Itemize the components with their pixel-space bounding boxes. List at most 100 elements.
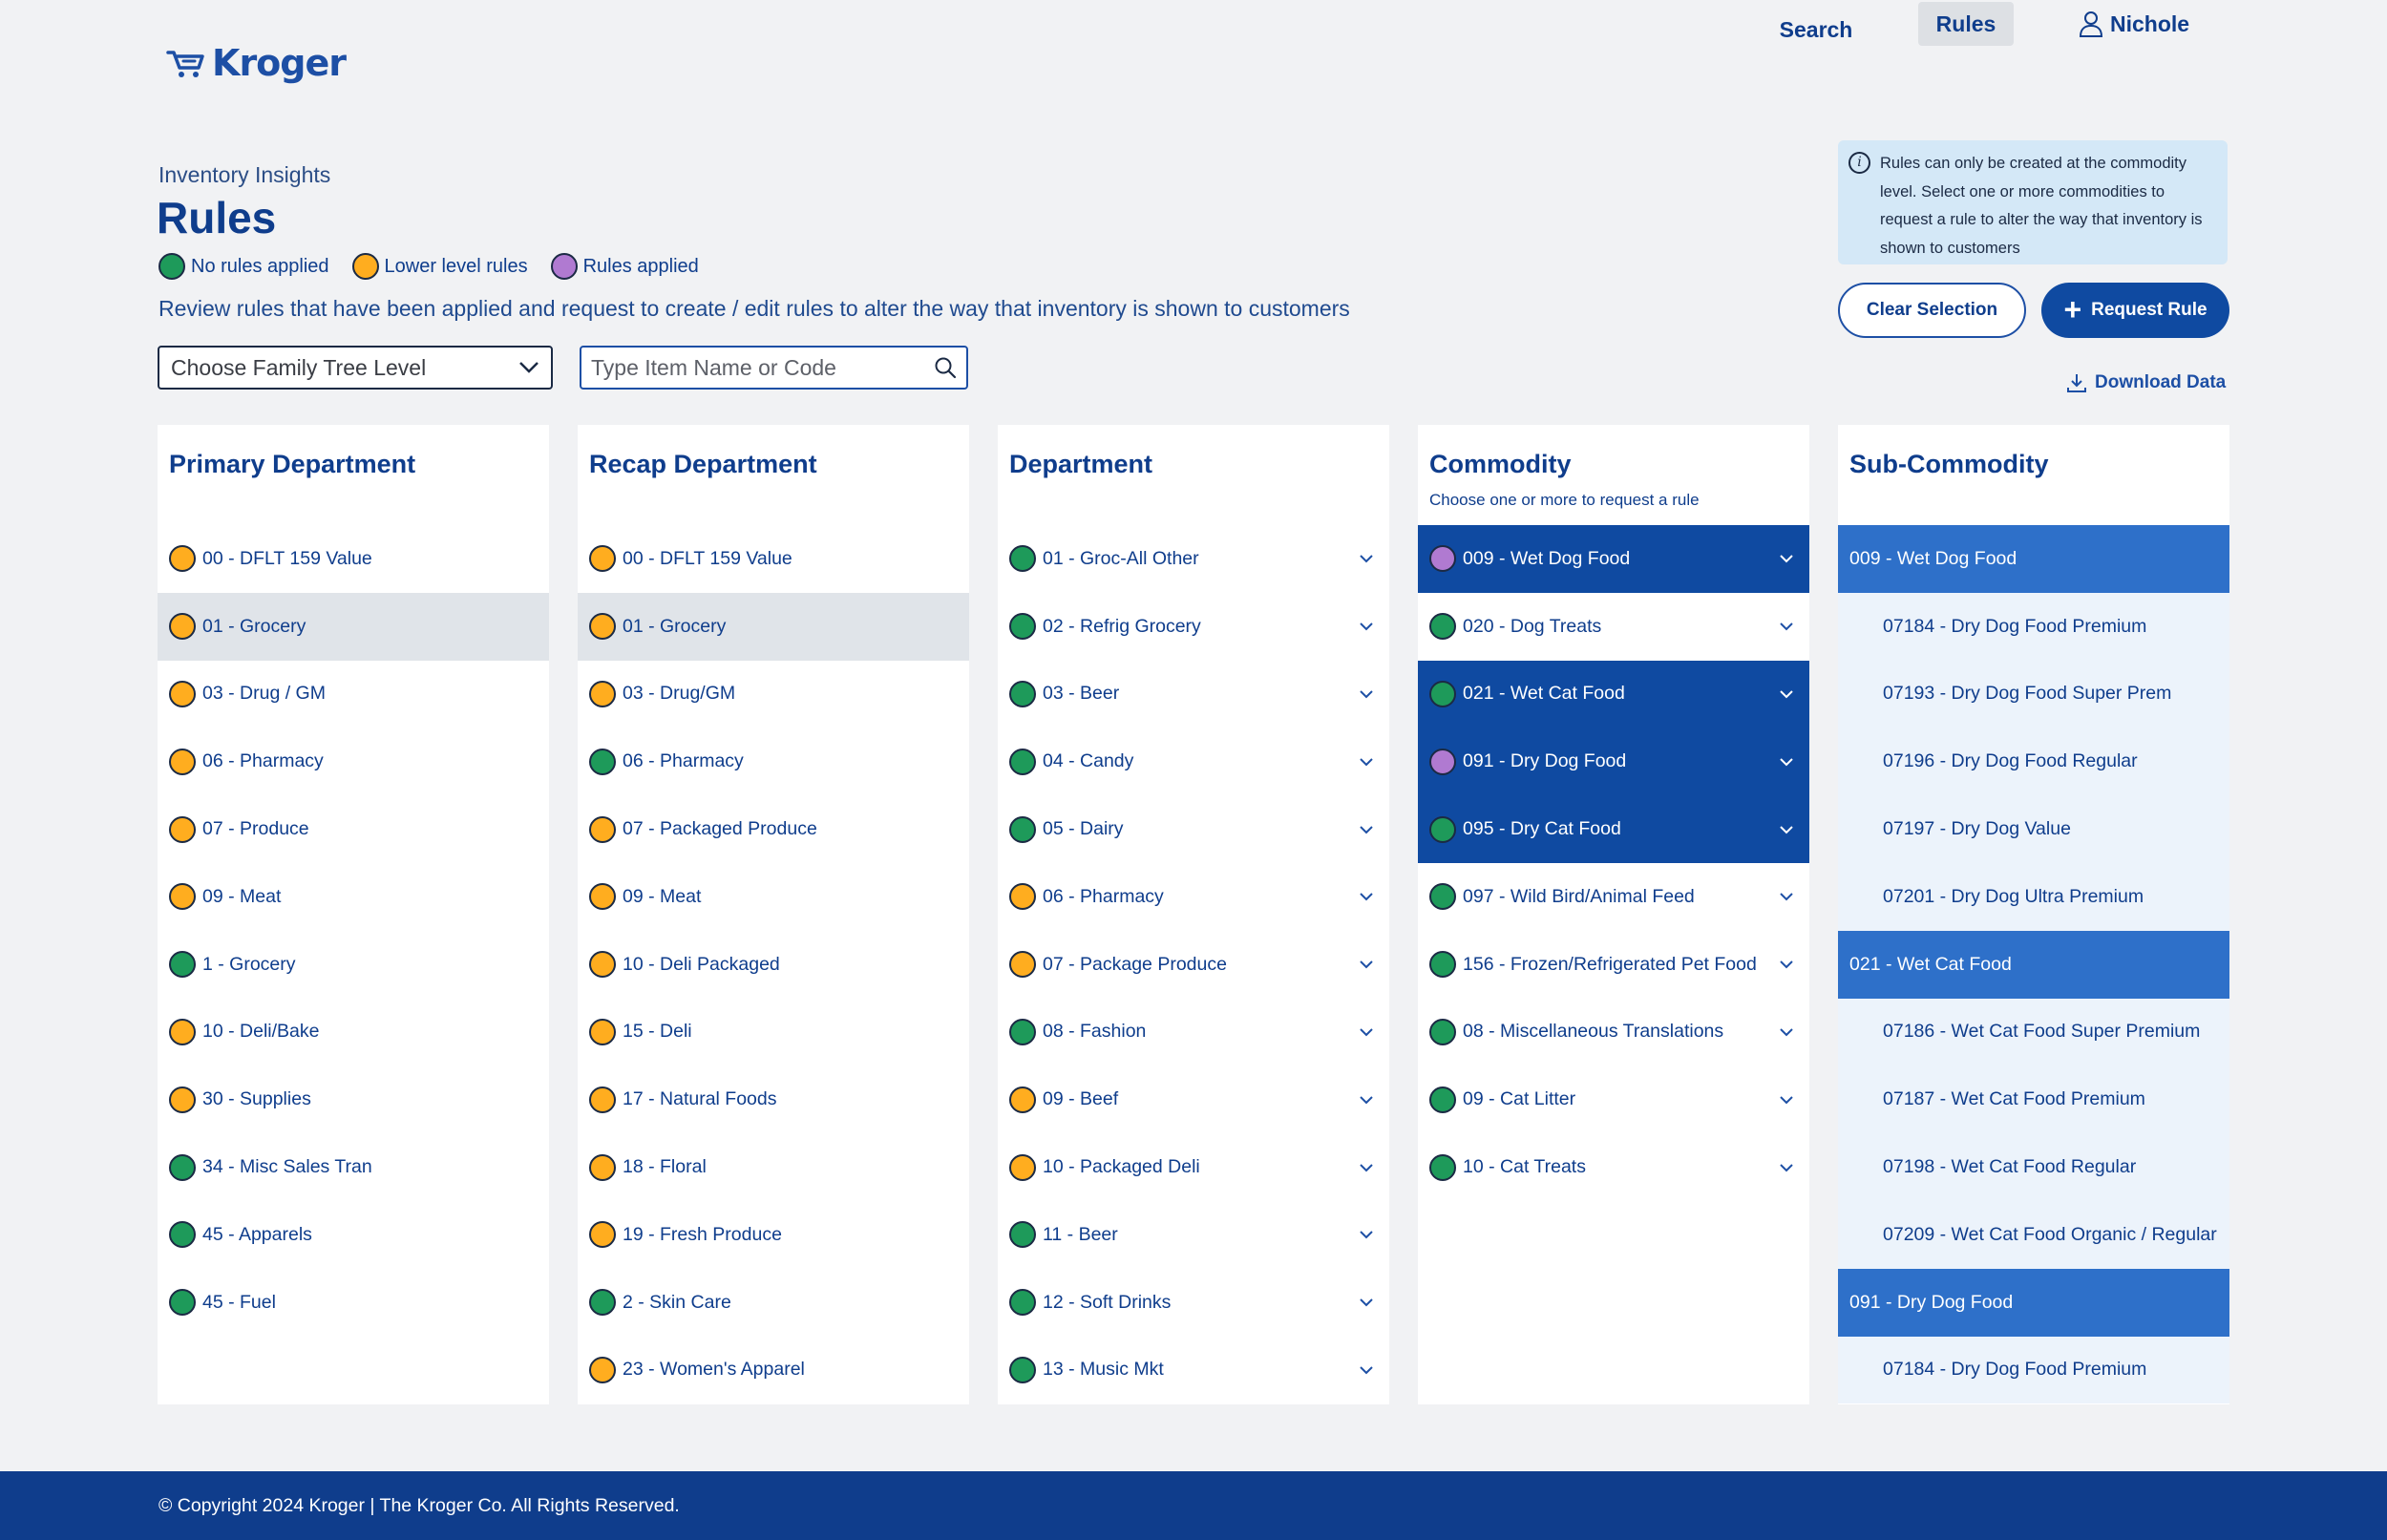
nav-search-link[interactable]: Search <box>1779 16 1853 42</box>
sub-commodity-item[interactable]: 07201 - Dry Dog Ultra Premium <box>1838 862 2229 931</box>
chevron-down-icon[interactable] <box>1357 1361 1376 1380</box>
chevron-down-icon[interactable] <box>1777 887 1796 906</box>
list-item[interactable]: 03 - Beer <box>998 661 1389 728</box>
list-item[interactable]: 00 - DFLT 159 Value <box>158 525 549 593</box>
chevron-down-icon[interactable] <box>1777 549 1796 568</box>
list-item[interactable]: 15 - Deli <box>578 999 969 1066</box>
list-item[interactable]: 009 - Wet Dog Food <box>1418 525 1809 593</box>
list-item[interactable]: 10 - Packaged Deli <box>998 1133 1389 1201</box>
chevron-down-icon[interactable] <box>1357 820 1376 839</box>
list-item[interactable]: 08 - Fashion <box>998 999 1389 1066</box>
sub-commodity-group-header[interactable]: 009 - Wet Dog Food <box>1838 525 2229 593</box>
item-search-input[interactable]: Type Item Name or Code <box>580 346 968 390</box>
list-item[interactable]: 1 - Grocery <box>158 931 549 999</box>
list-item[interactable]: 23 - Women's Apparel <box>578 1337 969 1404</box>
primary-department-column: Primary Department 00 - DFLT 159 Value 01… <box>158 425 549 1404</box>
sub-commodity-item[interactable]: 07209 - Wet Cat Food Organic / Regular <box>1838 1200 2229 1269</box>
chevron-down-icon[interactable] <box>1357 1090 1376 1109</box>
chevron-down-icon[interactable] <box>1777 617 1796 636</box>
list-item[interactable]: 34 - Misc Sales Tran <box>158 1133 549 1201</box>
request-rule-button[interactable]: + Request Rule <box>2041 283 2229 338</box>
list-item[interactable]: 18 - Floral <box>578 1133 969 1201</box>
list-item[interactable]: 45 - Fuel <box>158 1269 549 1337</box>
sub-commodity-item[interactable]: 07197 - Dry Dog Value <box>1838 795 2229 863</box>
list-item[interactable]: 09 - Meat <box>158 863 549 931</box>
chevron-down-icon[interactable] <box>1777 820 1796 839</box>
chevron-down-icon[interactable] <box>1777 955 1796 974</box>
breadcrumb[interactable]: Inventory Insights <box>158 162 331 187</box>
column-title: Recap Department <box>589 450 817 478</box>
list-item[interactable]: 06 - Pharmacy <box>158 728 549 795</box>
sub-commodity-item[interactable]: 07184 - Dry Dog Food Premium <box>1838 1336 2229 1404</box>
list-item[interactable]: 02 - Refrig Grocery <box>998 593 1389 661</box>
chevron-down-icon[interactable] <box>1357 685 1376 704</box>
sub-commodity-item[interactable]: 07196 - Dry Dog Food Regular <box>1838 728 2229 796</box>
commodity-column: Commodity Choose one or more to request … <box>1418 425 1809 1404</box>
list-item[interactable]: 10 - Deli Packaged <box>578 931 969 999</box>
list-item[interactable]: 156 - Frozen/Refrigerated Pet Food <box>1418 931 1809 999</box>
list-item[interactable]: 09 - Meat <box>578 863 969 931</box>
list-item[interactable]: 12 - Soft Drinks <box>998 1269 1389 1337</box>
sub-commodity-item[interactable]: 07187 - Wet Cat Food Premium <box>1838 1065 2229 1134</box>
list-item[interactable]: 03 - Drug / GM <box>158 661 549 728</box>
legend-rules-applied: Rules applied <box>550 253 699 280</box>
list-item[interactable]: 19 - Fresh Produce <box>578 1201 969 1269</box>
list-item[interactable]: 021 - Wet Cat Food <box>1418 660 1809 728</box>
list-item[interactable]: 17 - Natural Foods <box>578 1065 969 1133</box>
list-item[interactable]: 01 - Grocery <box>158 592 549 661</box>
list-item[interactable]: 00 - DFLT 159 Value <box>578 525 969 593</box>
list-item[interactable]: 10 - Cat Treats <box>1418 1133 1809 1201</box>
list-item[interactable]: 095 - Dry Cat Food <box>1418 795 1809 863</box>
family-tree-level-select[interactable]: Choose Family Tree Level <box>158 346 553 390</box>
list-item[interactable]: 097 - Wild Bird/Animal Feed <box>1418 863 1809 931</box>
chevron-down-icon[interactable] <box>1357 887 1376 906</box>
chevron-down-icon[interactable] <box>1357 955 1376 974</box>
list-item[interactable]: 13 - Music Mkt <box>998 1337 1389 1404</box>
list-item[interactable]: 09 - Cat Litter <box>1418 1065 1809 1133</box>
chevron-down-icon[interactable] <box>1777 752 1796 771</box>
chevron-down-icon[interactable] <box>1357 1293 1376 1312</box>
chevron-down-icon[interactable] <box>1777 1023 1796 1042</box>
list-item[interactable]: 08 - Miscellaneous Translations <box>1418 999 1809 1066</box>
list-item[interactable]: 01 - Grocery <box>578 592 969 661</box>
list-item[interactable]: 2 - Skin Care <box>578 1269 969 1337</box>
list-item[interactable]: 10 - Deli/Bake <box>158 999 549 1066</box>
list-item[interactable]: 45 - Apparels <box>158 1201 549 1269</box>
sub-commodity-item[interactable]: 07198 - Wet Cat Food Regular <box>1838 1133 2229 1201</box>
chevron-down-icon[interactable] <box>1777 1090 1796 1109</box>
list-item[interactable]: 09 - Beef <box>998 1065 1389 1133</box>
list-item[interactable]: 07 - Produce <box>158 795 549 863</box>
list-item[interactable]: 07 - Package Produce <box>998 931 1389 999</box>
status-legend: No rules applied Lower level rules Rules… <box>158 253 722 280</box>
chevron-down-icon[interactable] <box>1357 549 1376 568</box>
download-data-link[interactable]: Download Data <box>2066 372 2226 393</box>
list-item[interactable]: 020 - Dog Treats <box>1418 593 1809 661</box>
nav-rules-link[interactable]: Rules <box>1918 2 2014 46</box>
sub-commodity-item[interactable]: 07184 - Dry Dog Food Premium <box>1838 592 2229 661</box>
list-item[interactable]: 11 - Beer <box>998 1201 1389 1269</box>
chevron-down-icon[interactable] <box>1357 1225 1376 1244</box>
list-item[interactable]: 091 - Dry Dog Food <box>1418 728 1809 796</box>
user-menu[interactable]: Nichole <box>2080 4 2189 44</box>
sub-commodity-item[interactable]: 07186 - Wet Cat Food Super Premium <box>1838 998 2229 1066</box>
list-item[interactable]: 05 - Dairy <box>998 795 1389 863</box>
clear-selection-button[interactable]: Clear Selection <box>1838 283 2026 338</box>
sub-commodity-group-header[interactable]: 091 - Dry Dog Food <box>1838 1268 2229 1337</box>
list-item[interactable]: 07 - Packaged Produce <box>578 795 969 863</box>
list-item[interactable]: 06 - Pharmacy <box>578 728 969 795</box>
kroger-logo[interactable]: Kroger <box>166 42 347 84</box>
list-item[interactable]: 03 - Drug/GM <box>578 661 969 728</box>
list-item[interactable]: 01 - Groc-All Other <box>998 525 1389 593</box>
chevron-down-icon[interactable] <box>1357 752 1376 771</box>
chevron-down-icon[interactable] <box>1357 1023 1376 1042</box>
chevron-down-icon[interactable] <box>1777 685 1796 704</box>
list-item-label: 04 - Candy <box>1043 750 1134 772</box>
sub-commodity-group-header[interactable]: 021 - Wet Cat Food <box>1838 930 2229 999</box>
chevron-down-icon[interactable] <box>1357 1158 1376 1177</box>
list-item[interactable]: 30 - Supplies <box>158 1065 549 1133</box>
list-item[interactable]: 06 - Pharmacy <box>998 863 1389 931</box>
list-item[interactable]: 04 - Candy <box>998 728 1389 795</box>
chevron-down-icon[interactable] <box>1777 1158 1796 1177</box>
chevron-down-icon[interactable] <box>1357 617 1376 636</box>
sub-commodity-item[interactable]: 07193 - Dry Dog Food Super Prem <box>1838 660 2229 728</box>
